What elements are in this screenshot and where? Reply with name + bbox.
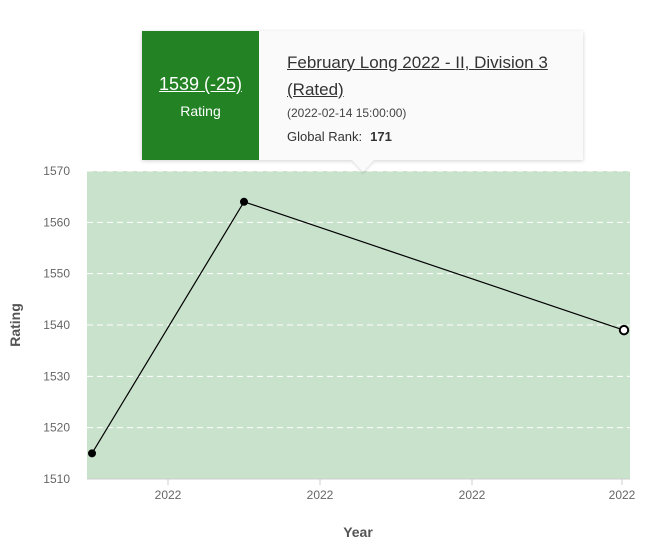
x-tick-label: 2022 xyxy=(307,488,334,502)
rating-tooltip: 1539 (-25) Rating February Long 2022 - I… xyxy=(142,31,583,160)
y-tick-label: 1570 xyxy=(43,164,70,178)
tooltip-date: (2022-02-14 15:00:00) xyxy=(287,106,407,120)
tooltip-contest-link[interactable]: February Long 2022 - II, Division 3 (Rat… xyxy=(287,53,548,99)
y-tick-label: 1560 xyxy=(43,215,70,229)
x-axis-label: Year xyxy=(343,524,373,540)
y-tick-label: 1520 xyxy=(43,421,70,435)
y-tick-label: 1530 xyxy=(43,369,70,383)
y-tick-label: 1550 xyxy=(43,267,70,281)
data-point[interactable] xyxy=(88,449,96,458)
tooltip-rank-label: Global Rank: xyxy=(287,129,363,144)
x-tick-label: 2022 xyxy=(155,488,182,502)
tooltip-rating-panel: 1539 (-25) Rating xyxy=(142,31,259,160)
x-tick-label: 2022 xyxy=(459,488,486,502)
tooltip-rating-value[interactable]: 1539 (-25) xyxy=(158,74,243,94)
y-tick-label: 1510 xyxy=(43,472,70,486)
tooltip-rank-value: 171 xyxy=(370,129,392,144)
tooltip-pointer xyxy=(352,160,374,172)
tooltip-rank: Global Rank: 171 xyxy=(287,129,577,144)
x-tick-label: 2022 xyxy=(609,488,636,502)
tooltip-details: February Long 2022 - II, Division 3 (Rat… xyxy=(259,31,577,160)
y-tick-label: 1540 xyxy=(43,318,70,332)
tooltip-rating-label: Rating xyxy=(180,103,221,119)
y-axis-label: Rating xyxy=(7,303,23,347)
data-point-selected[interactable] xyxy=(618,324,630,336)
data-point[interactable] xyxy=(240,197,248,206)
